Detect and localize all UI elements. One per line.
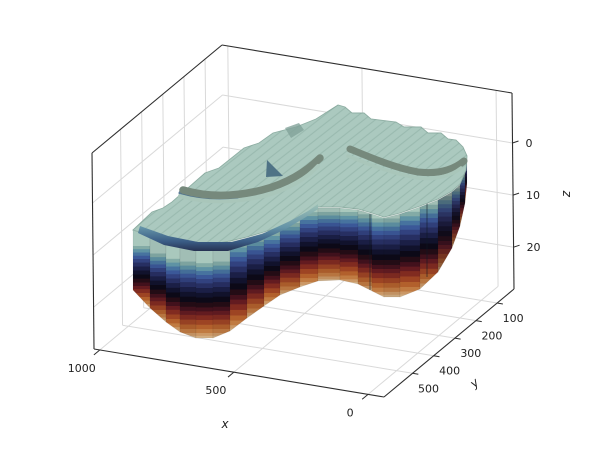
y-tick-label: 500 (418, 382, 439, 395)
shadow-face (452, 185, 460, 248)
axes-spines (91, 44, 515, 398)
terrace-scarp (138, 204, 318, 251)
voxel-column (132, 229, 151, 310)
shadow-face (460, 172, 465, 226)
axis-ticks (93, 140, 520, 400)
x-tick-label: 0 (347, 406, 354, 419)
channel-left-floor (178, 164, 320, 204)
voxel-column (399, 206, 421, 298)
x-tick-label: 500 (205, 384, 226, 397)
y-tick-label: 200 (481, 330, 502, 343)
channel (178, 123, 468, 204)
voxel-column (371, 213, 385, 298)
y-tick-label: 300 (460, 347, 481, 360)
x-tick-label: 1000 (68, 362, 96, 375)
channel-left-dark-wall (179, 154, 324, 200)
z-axis-title: z (559, 190, 573, 198)
model-body (132, 104, 468, 339)
z-tick-label: 20 (527, 241, 541, 254)
y-axis-title: y (466, 375, 482, 392)
voxel-column (229, 237, 248, 332)
channel-gap-block (285, 123, 304, 138)
channel-right-dark-wall (346, 145, 468, 177)
z-tick-label: 0 (526, 137, 533, 150)
z-tick-label: 10 (526, 189, 540, 202)
voxel-column (299, 207, 319, 288)
voxel-column (195, 243, 214, 339)
voxel-column (339, 207, 359, 285)
y-tick-label: 400 (439, 365, 460, 378)
voxel-column (263, 227, 281, 307)
shadow-face (438, 192, 452, 272)
y-tick-label: 100 (503, 312, 524, 325)
x-axis-title: x (220, 417, 229, 431)
channel-right-floor (346, 154, 463, 181)
voxel-column (165, 239, 181, 333)
model-side-columns (132, 156, 468, 339)
channel-gap-triangle (266, 160, 283, 177)
